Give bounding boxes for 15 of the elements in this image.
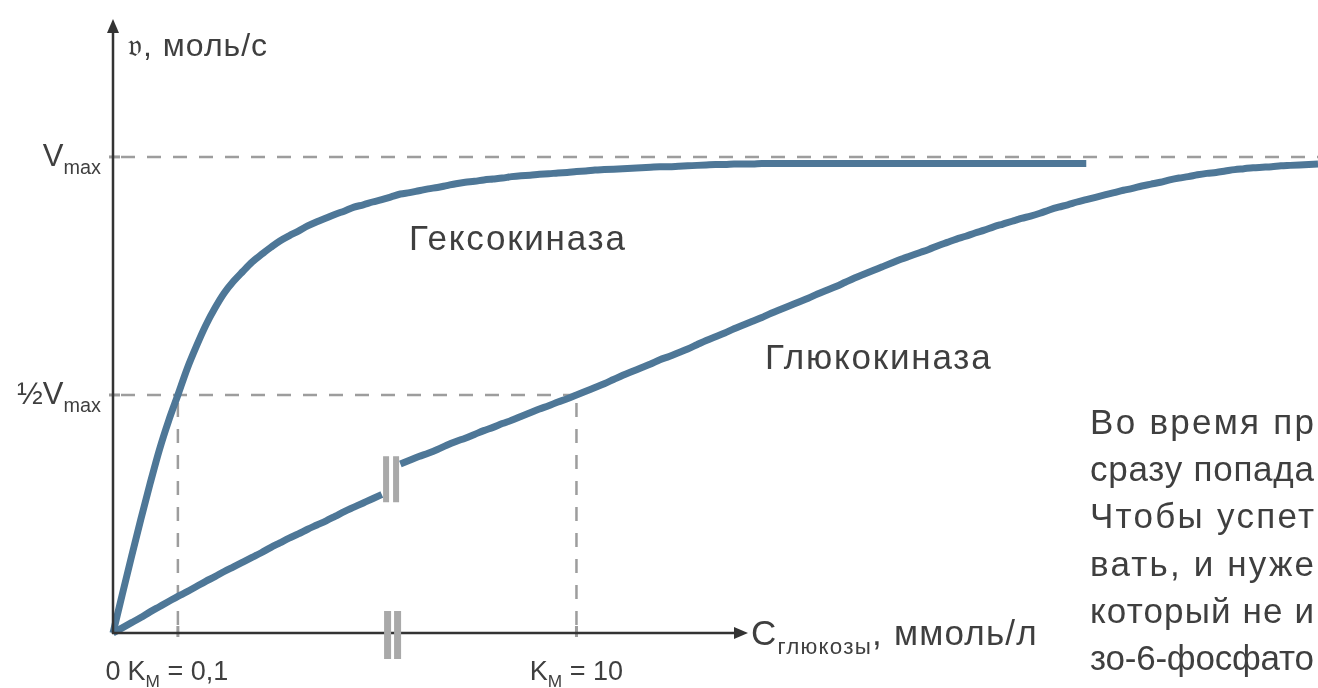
annotation: который не и <box>1090 590 1314 630</box>
annotation: вать, и нуже <box>1090 543 1314 583</box>
x-tick-label: K$_{M}$ = 0,1 <box>127 656 229 688</box>
text: зо-6-фосфато <box>1090 638 1314 677</box>
ref-line-label: ½V$_{max}$ <box>17 375 102 417</box>
annotation: Во время пр <box>1090 402 1314 441</box>
y-axis-title: 𝔳, моль/с <box>128 27 269 63</box>
series-label: Гексокиназа <box>409 218 627 257</box>
x-axis-title: C$_{глюкозы}$, ммоль/л <box>751 613 1038 660</box>
ref-line-label: V$_{max}$ <box>42 137 102 179</box>
x-tick-label: 0 <box>105 656 121 686</box>
annotation: Чтобы успет <box>1090 496 1314 536</box>
series-label: Глюкокиназа <box>765 337 993 376</box>
x-tick-label: K$_{M}$ = 10 <box>529 656 624 688</box>
annotation: сразу попада <box>1090 449 1315 489</box>
